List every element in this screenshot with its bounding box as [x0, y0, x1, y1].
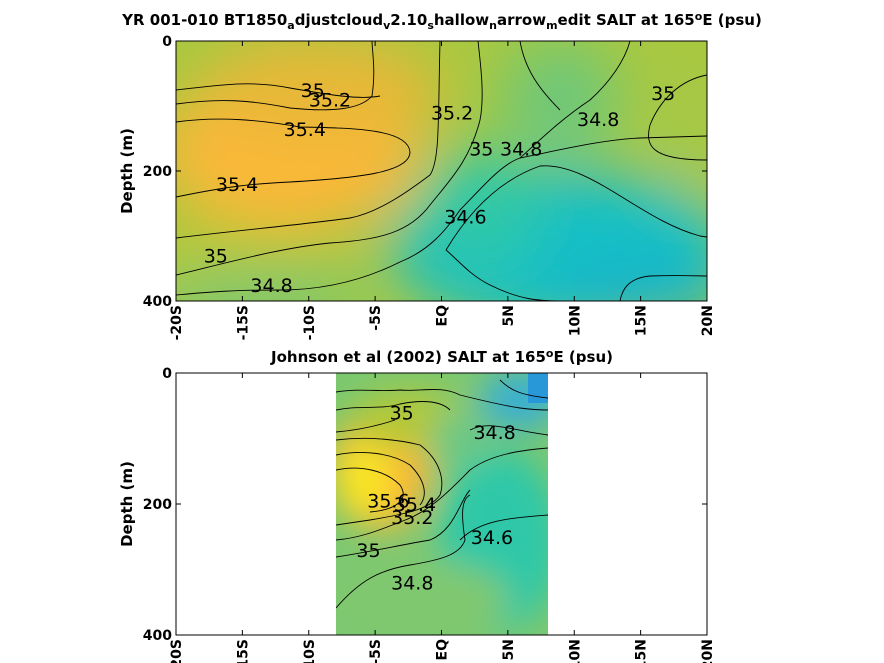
contour-label: 34.6 [471, 527, 513, 549]
y-tick-label: 200 [143, 497, 172, 513]
y-tick-label: 0 [162, 366, 172, 382]
x-tick-label: -10S [302, 639, 318, 663]
top-contour-lines [176, 41, 707, 301]
y-tick-label: 200 [143, 164, 172, 180]
bottom-panel: Johnson et al (2002) SALT at 165oE (psu) [118, 347, 716, 663]
contour-label: 35 [356, 540, 380, 562]
x-tick-label: -20S [169, 305, 185, 340]
contour-label: 35.2 [391, 507, 433, 529]
top-panel: YR 001-010 BT1850adjustcloudv2.10shallow… [118, 10, 762, 340]
bottom-contour-labels: 35 34.8 35.635.435.2 35 34.6 34.8 [356, 402, 515, 594]
bottom-salinity-field [336, 373, 548, 635]
x-tick-label: -20S [169, 639, 185, 663]
x-tick-label: -10S [302, 305, 318, 340]
contour-label: 35 [390, 402, 414, 424]
x-tick-label: -5S [368, 305, 384, 331]
x-tick-label: 20N [700, 639, 716, 663]
contour-label: 35.4 [284, 119, 326, 141]
x-tick-label: 10N [567, 305, 583, 336]
y-tick-label: 0 [162, 34, 172, 50]
top-y-axis-label: Depth (m) [118, 128, 136, 214]
x-tick-label: -5S [368, 639, 384, 663]
x-tick-label: 5N [501, 305, 517, 326]
contour-label: 34.8 [577, 109, 619, 131]
y-tick-label: 400 [143, 628, 172, 644]
contour-label: 35.2 [309, 90, 351, 112]
bottom-axes: -20S -15S -10S -5S EQ 5N 10N 15N 20N 0 200 400 [143, 366, 716, 663]
y-tick-label: 400 [143, 294, 172, 310]
contour-label: 34.6 [444, 207, 486, 229]
x-tick-label: 5N [501, 639, 517, 660]
bottom-y-axis-label: Depth (m) [118, 461, 136, 547]
x-tick-label: -15S [235, 639, 251, 663]
x-tick-label: 15N [634, 639, 650, 663]
contour-label: 34.8 [250, 275, 292, 297]
top-title: YR 001-010 BT1850adjustcloudv2.10shallow… [121, 10, 762, 32]
contour-label: 35.6 [367, 491, 409, 513]
contour-label: 35 [469, 138, 493, 160]
bottom-contour-lines [336, 379, 548, 609]
contour-label: 35.4 [394, 494, 436, 516]
contour-label: 34.8 [391, 573, 433, 595]
contour-label: 35 [651, 83, 675, 105]
top-axes: -20S -15S -10S -5S EQ 5N 10N 15N 20N 0 200 400 [143, 34, 716, 340]
contour-label: 35.2 [431, 103, 473, 125]
x-tick-label: 10N [567, 639, 583, 663]
contour-label: 34.8 [500, 138, 542, 160]
contour-label: 35 [204, 246, 228, 268]
x-tick-label: 20N [700, 305, 716, 336]
contour-label: 35 [301, 80, 325, 102]
x-tick-label: EQ [435, 305, 451, 327]
contour-label: 34.8 [473, 422, 515, 444]
x-tick-label: -15S [235, 305, 251, 340]
x-tick-label: 15N [634, 305, 650, 336]
bottom-title: Johnson et al (2002) SALT at 165oE (psu) [270, 347, 613, 366]
contour-label: 35.4 [216, 174, 258, 196]
x-tick-label: EQ [435, 639, 451, 661]
